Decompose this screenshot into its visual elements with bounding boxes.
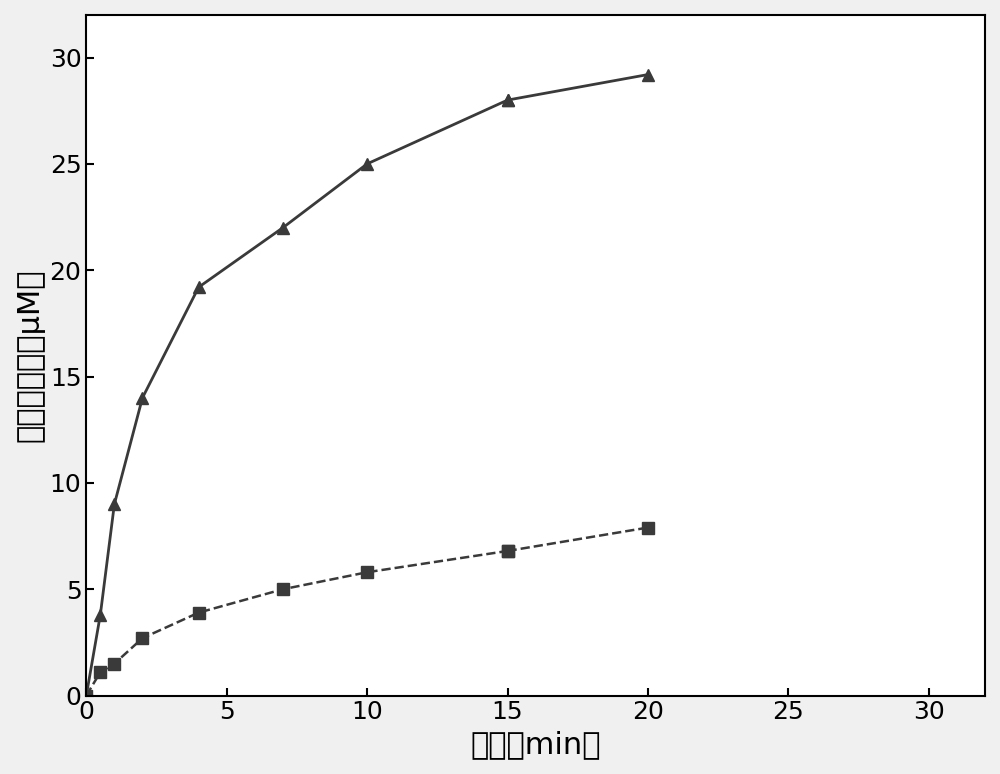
X-axis label: 时间（min）: 时间（min） — [470, 730, 601, 759]
Y-axis label: 碘酸盐生成（μM）: 碘酸盐生成（μM） — [15, 269, 44, 442]
